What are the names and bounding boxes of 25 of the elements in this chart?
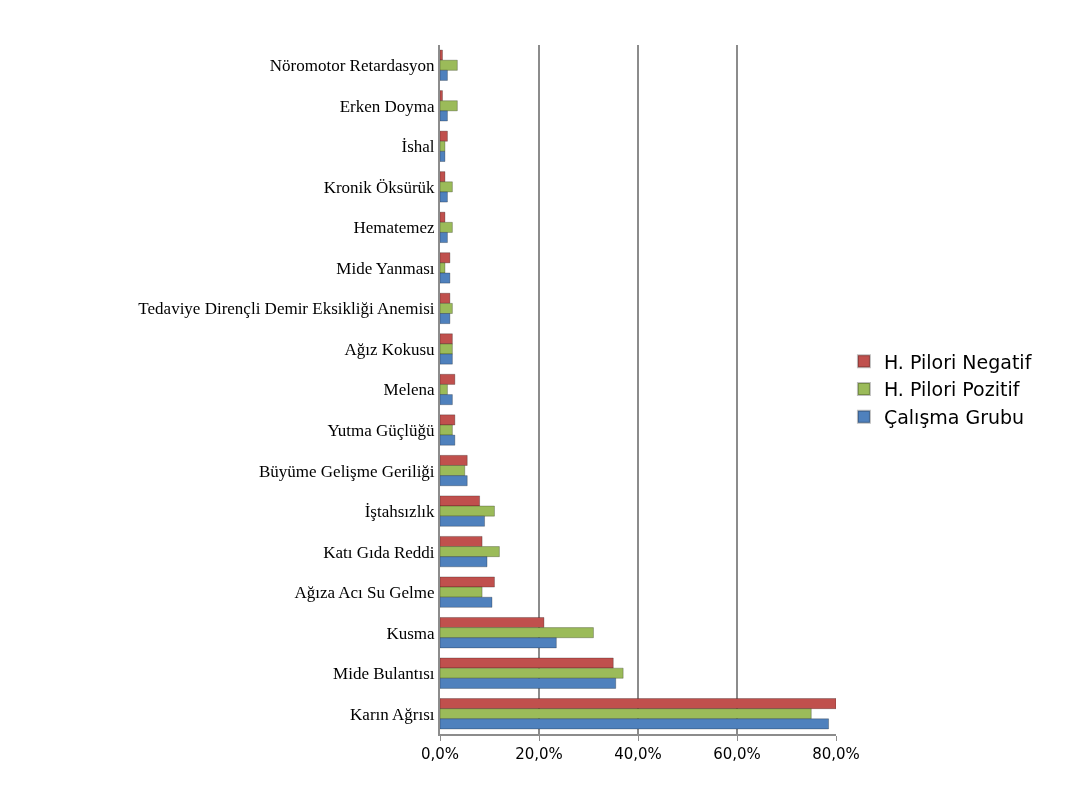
y-tick-label: Nöromotor Retardasyon — [269, 56, 436, 76]
y-tick-label: Büyüme Gelişme Geriliği — [258, 461, 435, 481]
y-tick-label: Melena — [383, 380, 436, 400]
y-tick-label: Kronik Öksürük — [323, 177, 436, 197]
y-tick-label: Katı Gıda Reddi — [323, 542, 435, 562]
y-tick-label: İştahsızlık — [364, 502, 436, 522]
x-tick-label: 80,0% — [812, 745, 860, 763]
x-tick-label: 40,0% — [614, 745, 662, 763]
legend-label: H. Pilori Pozitif — [883, 378, 1021, 401]
x-tick-label: 20,0% — [515, 745, 563, 763]
y-tick-label: Erken Doyma — [339, 96, 436, 116]
legend-label: H. Pilori Negatif — [883, 350, 1033, 373]
y-tick-label: Karın Ağrısı — [350, 704, 435, 724]
y-tick-label: Ağız Kokusu — [344, 339, 436, 359]
y-tick-label: Hematemez — [353, 218, 436, 238]
y-tick-label: Kusma — [386, 623, 436, 643]
legend-label: Çalışma Grubu — [883, 406, 1025, 429]
y-tick-label: Mide Bulantısı — [333, 664, 435, 684]
y-tick-label: Ağıza Acı Su Gelme — [294, 583, 435, 603]
x-tick-label: 0,0% — [420, 745, 460, 763]
x-tick-label: 60,0% — [713, 745, 761, 763]
y-tick-label: Yutma Güçlüğü — [327, 420, 436, 440]
y-tick-label: Mide Yanması — [336, 258, 435, 278]
y-tick-label: Tedaviye Dirençli Demir Eksikliği Anemisi — [138, 299, 435, 319]
y-tick-label: İshal — [401, 137, 435, 157]
